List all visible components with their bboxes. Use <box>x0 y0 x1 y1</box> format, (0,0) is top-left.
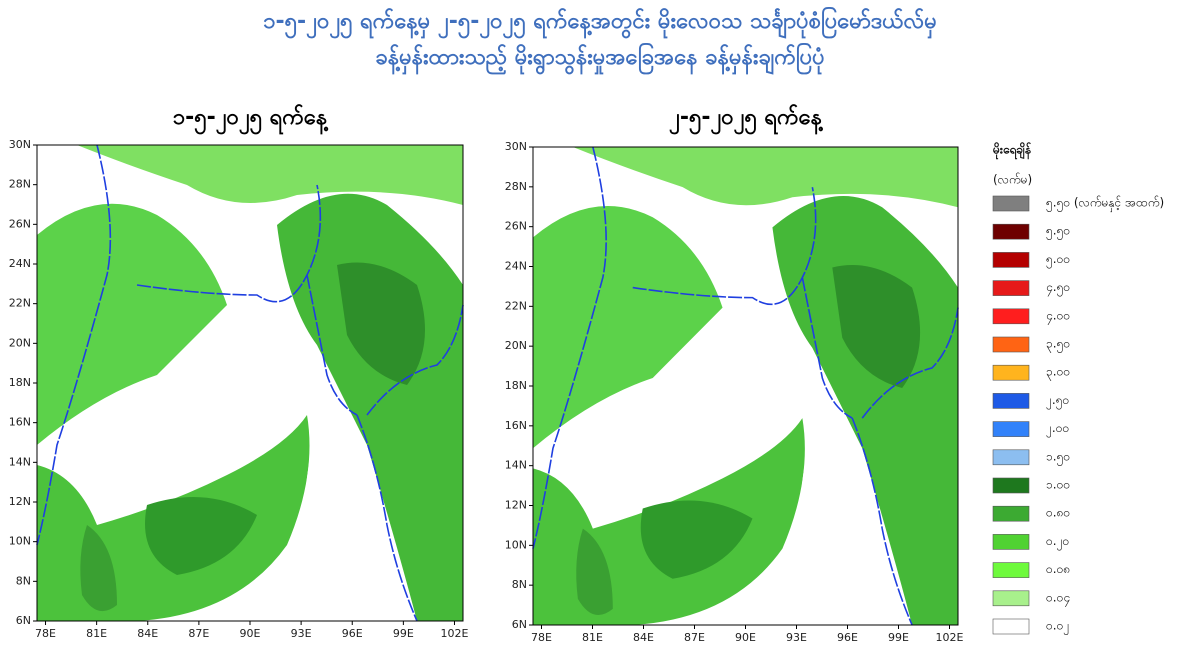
lat-label: 22N <box>505 299 527 312</box>
lat-label: 24N <box>505 260 527 273</box>
map-title: ၂-၅-၂၀၂၅ ရက်နေ့ <box>669 103 824 135</box>
lon-label: 102E <box>936 631 964 644</box>
legend-swatch <box>992 449 1030 466</box>
lat-label: 10N <box>9 535 31 548</box>
lat-label: 22N <box>9 297 31 310</box>
lat-label: 16N <box>9 416 31 429</box>
lat-label: 6N <box>512 618 527 631</box>
lat-label: 26N <box>9 217 31 230</box>
legend-label: ၀.၀၈ <box>1046 562 1070 576</box>
lon-label: 84E <box>633 631 654 644</box>
lat-label: 14N <box>505 459 527 472</box>
legend-label: ၀.၈၀ <box>1046 506 1070 520</box>
lon-label: 78E <box>531 631 552 644</box>
legend-swatch <box>992 308 1030 325</box>
lat-label: 18N <box>505 379 527 392</box>
legend-unit: (လက်မ) <box>993 172 1032 187</box>
lat-label: 28N <box>9 178 31 191</box>
lon-label: 87E <box>684 631 705 644</box>
legend-swatch <box>992 223 1030 240</box>
lon-label: 87E <box>188 627 209 640</box>
legend-title: မိုးရေချိန် <box>992 141 1032 161</box>
lat-label: 24N <box>9 257 31 270</box>
lon-label: 93E <box>291 627 312 640</box>
legend-label: ၂.၀၀ <box>1046 421 1069 438</box>
legend-swatch <box>992 364 1030 381</box>
legend-label: ၀.၀၂ <box>1046 619 1069 636</box>
legend-swatch <box>992 562 1030 578</box>
legend-swatch <box>992 477 1030 494</box>
legend-swatch <box>992 421 1030 437</box>
lon-label: 81E <box>86 627 107 640</box>
legend-label: ၀.၀၄ <box>1046 590 1070 607</box>
page-title: ၁-၅-၂၀၂၅ ရက်နေ့မှ ၂-၅-၂၀၂၅ ရက်နေ့အတွင်း … <box>263 6 937 39</box>
lat-label: 8N <box>16 574 31 587</box>
legend-label: ၅.၀၀ <box>1046 252 1070 269</box>
rainfall-field <box>532 146 959 626</box>
lat-label: 18N <box>9 376 31 389</box>
lat-label: 6N <box>16 614 31 627</box>
legend-swatch <box>992 280 1030 296</box>
legend-label: ၀.၂၀ <box>1046 534 1069 551</box>
lat-label: 8N <box>512 578 527 591</box>
legend-swatch <box>992 393 1030 409</box>
legend-label: ၁.၅၀ <box>1046 449 1070 466</box>
lat-label: 20N <box>505 339 527 352</box>
lat-label: 30N <box>505 140 527 153</box>
legend-label: ၂.၅၀ <box>1046 393 1069 410</box>
legend-label: ၁.၀၀ <box>1046 478 1070 492</box>
legend-swatch <box>992 618 1030 635</box>
rainfall-field <box>36 144 464 622</box>
lon-label: 96E <box>837 631 858 644</box>
legend-swatch <box>992 252 1030 268</box>
lat-label: 12N <box>9 495 31 508</box>
lon-label: 81E <box>582 631 603 644</box>
lon-label: 96E <box>342 627 363 640</box>
lon-label: 90E <box>240 627 261 640</box>
legend-label: ၅.၅၀ <box>1046 224 1070 241</box>
legend-label: ၃.၀၀ <box>1046 365 1070 382</box>
legend-label: ၅.၅၀ (လက်မနှင့် အထက်) <box>1046 195 1164 213</box>
rainfall-map <box>532 146 959 626</box>
legend-swatch <box>992 590 1030 607</box>
legend-swatch <box>992 336 1030 353</box>
legend-swatch <box>992 505 1030 522</box>
legend-label: ၄.၅၀ <box>1046 280 1070 297</box>
lon-label: 84E <box>137 627 158 640</box>
legend-swatch <box>992 195 1030 212</box>
legend-swatch <box>992 534 1030 550</box>
lat-label: 10N <box>505 538 527 551</box>
lat-label: 20N <box>9 336 31 349</box>
lon-label: 99E <box>888 631 909 644</box>
lon-label: 102E <box>441 627 469 640</box>
map-title: ၁-၅-၂၀၂၅ ရက်နေ့ <box>173 103 330 135</box>
lon-label: 99E <box>393 627 414 640</box>
legend-label: ၃.၅၀ <box>1046 337 1070 354</box>
lat-label: 16N <box>505 419 527 432</box>
lat-label: 30N <box>9 138 31 151</box>
rainfall-map <box>36 144 464 622</box>
lat-label: 12N <box>505 499 527 512</box>
page-title: ခန့်မှန်းထားသည့် မိုးရွာသွန်းမှုအခြေအနေ … <box>375 42 824 75</box>
lat-label: 14N <box>9 455 31 468</box>
lat-label: 26N <box>505 220 527 233</box>
lat-label: 28N <box>505 180 527 193</box>
legend-label: ၄.၀၀ <box>1046 308 1070 325</box>
lon-label: 93E <box>786 631 807 644</box>
lon-label: 78E <box>35 627 56 640</box>
lon-label: 90E <box>735 631 756 644</box>
